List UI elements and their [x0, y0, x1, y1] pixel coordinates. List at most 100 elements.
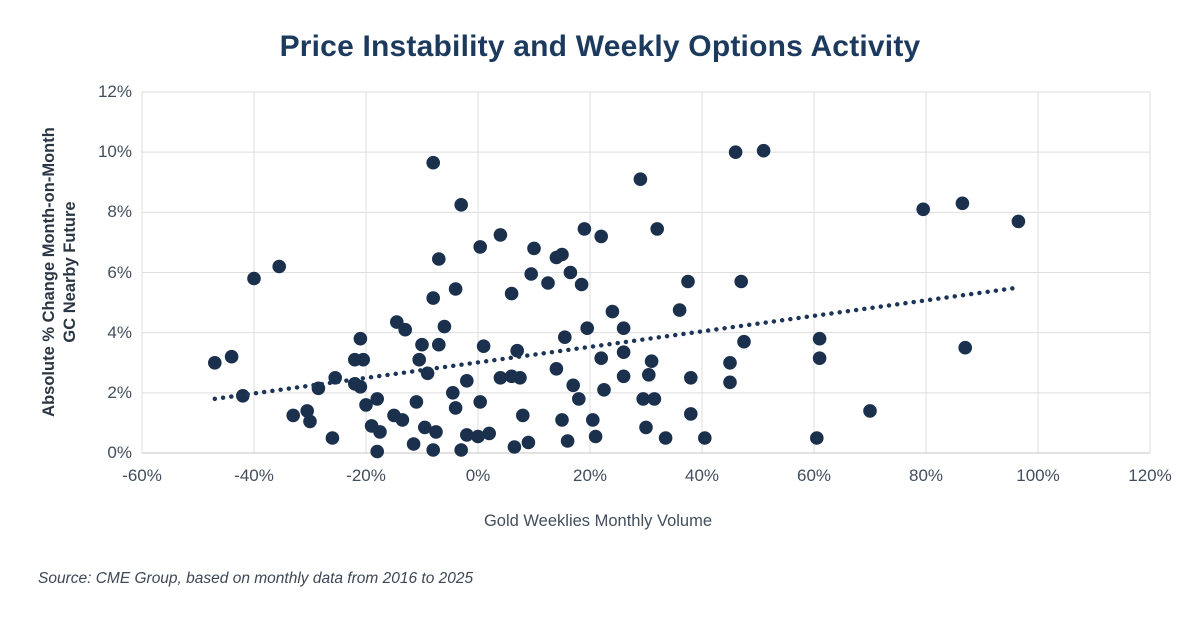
data-point: [555, 413, 569, 427]
data-point: [734, 274, 748, 289]
data-point: [916, 202, 930, 217]
data-point: [636, 392, 650, 406]
data-point: [504, 286, 519, 301]
data-point: [224, 349, 239, 364]
data-point: [527, 241, 541, 256]
data-point: [737, 334, 751, 349]
data-point: [541, 276, 555, 290]
data-point: [420, 366, 435, 381]
x-tick-label: 40%: [684, 466, 720, 485]
data-point: [303, 414, 317, 429]
y-tick-label: 12%: [97, 82, 132, 101]
y-tick-label: 2%: [107, 382, 132, 402]
trend-line-dotted: [212, 285, 1021, 402]
data-point: [594, 229, 608, 244]
data-point: [756, 143, 771, 158]
data-point: [460, 374, 474, 388]
data-point: [353, 380, 368, 394]
x-tick-label: -40%: [234, 466, 274, 485]
x-tick-label: 100%: [1016, 466, 1060, 485]
data-point: [605, 304, 620, 319]
data-point: [572, 392, 586, 406]
data-point: [644, 354, 659, 369]
chart-title: Price Instability and Weekly Options Act…: [279, 30, 921, 63]
data-point: [560, 434, 575, 448]
data-point: [356, 352, 371, 367]
data-point: [448, 401, 463, 415]
data-point: [650, 222, 664, 236]
y-tick-label: 6%: [107, 262, 132, 282]
data-point: [616, 369, 631, 384]
x-tick-label: -20%: [346, 466, 386, 485]
data-point: [460, 428, 474, 442]
data-point: [409, 395, 424, 409]
data-point: [473, 240, 488, 254]
data-point: [415, 337, 429, 352]
data-point: [432, 337, 446, 352]
data-point: [558, 330, 572, 345]
data-point: [1011, 214, 1026, 229]
data-point: [236, 389, 250, 403]
data-point: [513, 371, 527, 385]
data-point: [429, 425, 443, 439]
y-axis-title: Absolute % Change Month-on-Month GC Near…: [39, 127, 81, 417]
data-point: [482, 426, 497, 441]
data-point: [955, 196, 970, 211]
data-point: [672, 303, 687, 317]
data-point: [642, 368, 656, 382]
data-point: [454, 443, 469, 457]
y-tick-label: 0%: [107, 443, 132, 462]
data-point: [563, 265, 578, 280]
data-point: [398, 322, 413, 337]
data-point: [658, 431, 673, 445]
data-point: [300, 404, 315, 418]
data-point: [723, 356, 737, 370]
y-tick-label: 8%: [107, 202, 132, 222]
data-point: [446, 386, 460, 400]
data-point: [325, 431, 340, 445]
scatter-points: [208, 143, 1026, 459]
data-point: [493, 228, 508, 242]
data-point: [473, 395, 488, 409]
data-point: [359, 398, 373, 412]
data-point: [863, 404, 877, 418]
data-point: [521, 435, 536, 450]
data-point: [577, 222, 592, 236]
data-point: [549, 362, 564, 376]
data-point: [426, 443, 441, 457]
data-point: [412, 352, 427, 367]
data-point: [681, 274, 695, 289]
data-point: [597, 383, 611, 397]
data-point: [728, 145, 743, 159]
data-point: [507, 440, 522, 454]
data-point: [437, 319, 452, 334]
y-tick-label: 10%: [97, 142, 132, 162]
data-point: [555, 247, 569, 262]
data-point: [247, 271, 261, 286]
data-point: [616, 321, 631, 336]
x-tick-label: -60%: [122, 466, 162, 485]
data-point: [524, 267, 538, 281]
data-point: [810, 431, 824, 445]
source-note: Source: CME Group, based on monthly data…: [38, 570, 474, 587]
data-point: [574, 277, 589, 292]
data-point: [454, 198, 469, 212]
x-axis-title: Gold Weeklies Monthly Volume: [483, 512, 713, 530]
data-point: [353, 331, 368, 346]
data-point: [958, 340, 972, 355]
data-point: [510, 343, 524, 358]
data-point: [426, 291, 441, 305]
data-point: [594, 351, 608, 366]
data-point: [373, 425, 387, 439]
data-point: [566, 378, 580, 393]
data-point: [684, 407, 698, 421]
data-point: [639, 420, 653, 435]
trend-line: [212, 285, 1021, 402]
data-point: [698, 431, 712, 445]
data-point: [476, 339, 491, 354]
data-point: [448, 282, 463, 296]
gridlines: [141, 91, 1151, 454]
data-point: [516, 408, 530, 423]
data-point: [616, 345, 631, 360]
